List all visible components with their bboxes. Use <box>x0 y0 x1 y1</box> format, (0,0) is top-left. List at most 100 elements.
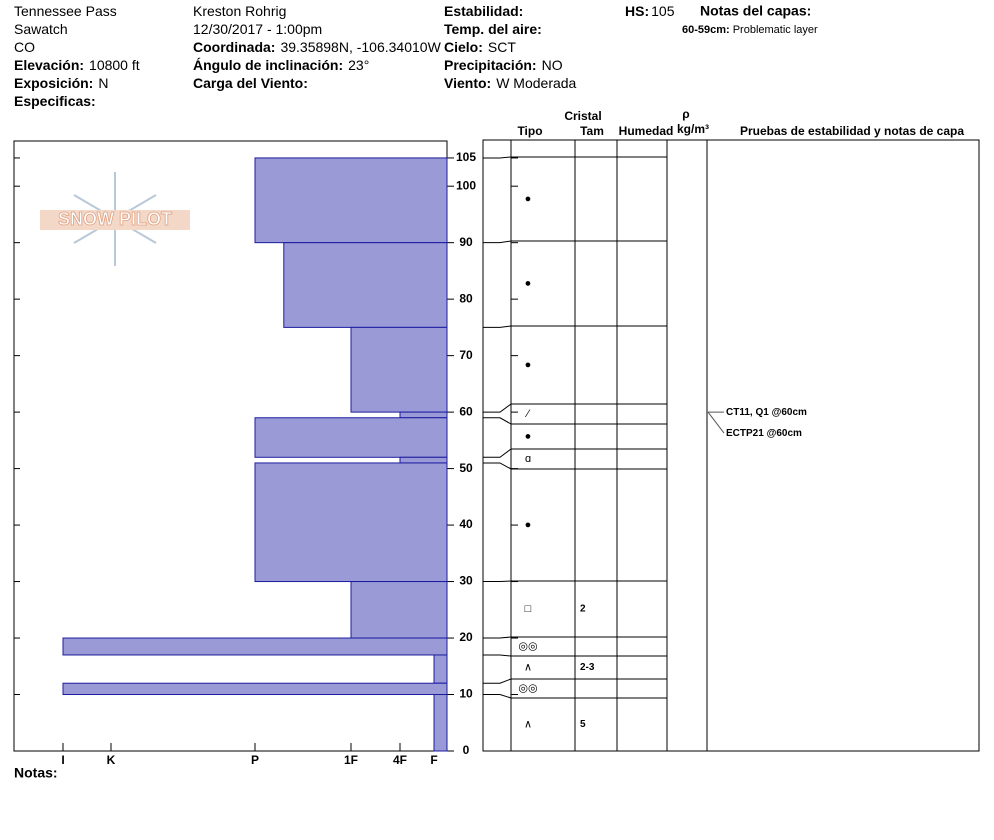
field-value: CO <box>14 39 35 55</box>
table-header: Humedad <box>619 124 674 138</box>
y-tick-label: 0 <box>463 743 470 757</box>
grain-type: □ <box>525 603 532 615</box>
field-value: 10800 ft <box>89 57 140 73</box>
field: HS: 105 <box>625 3 675 19</box>
grain-type: ◎◎ <box>518 640 537 652</box>
field: Precipitación: NO <box>444 57 563 73</box>
grain-type: ● <box>525 359 532 371</box>
x-tick-label: F <box>430 753 437 767</box>
field-value: 105 <box>651 3 675 19</box>
field-value: N <box>98 75 108 91</box>
table-header: Tam <box>580 124 604 138</box>
grain-type: ● <box>525 430 532 442</box>
layer-connector <box>483 325 512 328</box>
field-value: Problematic layer <box>733 24 818 36</box>
hardness-bar <box>399 456 448 464</box>
hardness-bar <box>254 462 448 583</box>
x-tick-label: 1F <box>344 753 358 767</box>
layer-connector <box>483 403 512 413</box>
field-value: 39.35898N, -106.34010W <box>280 39 441 55</box>
x-tick-label: I <box>61 753 64 767</box>
hardness-bar <box>350 326 448 413</box>
layer-connector <box>483 678 512 684</box>
field: Cielo: SCT <box>444 39 516 55</box>
y-tick-label: 105 <box>456 150 476 164</box>
field-value: Sawatch <box>14 21 68 37</box>
hardness-bar <box>350 581 448 639</box>
table-header: Cristal <box>564 109 601 123</box>
layer-notes-title: Notas del capas: <box>700 3 811 19</box>
field: Exposición: N <box>14 75 108 91</box>
field: Sawatch <box>14 21 68 37</box>
field-value: Kreston Rohrig <box>193 3 286 19</box>
field-value: SCT <box>488 39 516 55</box>
field-label: 60-59cm: <box>682 24 730 36</box>
field-value: Tennessee Pass <box>14 3 117 19</box>
grain-type: ● <box>525 277 532 289</box>
hardness-bar <box>254 417 448 458</box>
test-label: ECTP21 @60cm <box>726 428 802 439</box>
layer-connector <box>483 240 512 244</box>
grain-type: ∧ <box>524 718 532 730</box>
field: 60-59cm: Problematic layer <box>682 24 818 36</box>
field: Estabilidad: <box>444 3 523 19</box>
layer-connector <box>483 654 512 657</box>
field: Ángulo de inclinación: 23° <box>193 57 369 73</box>
field-label: Especificas: <box>14 93 96 109</box>
hardness-bar <box>399 411 448 419</box>
field-label: Precipitación: <box>444 57 537 73</box>
grain-size: 2 <box>580 604 586 615</box>
field-value: 23° <box>348 57 369 73</box>
y-tick-label: 10 <box>459 687 473 701</box>
y-tick-label: 30 <box>459 574 473 588</box>
layer-connector <box>483 694 512 699</box>
test-arrow <box>707 411 725 434</box>
field-label: Exposición: <box>14 75 93 91</box>
y-tick-label: 60 <box>459 404 473 418</box>
grain-type: ◎◎ <box>518 682 537 694</box>
hardness-bar <box>433 694 448 752</box>
grain-type: ● <box>525 519 532 531</box>
layer-connector <box>483 580 512 583</box>
layer-connector <box>483 156 512 159</box>
field-label: HS: <box>625 3 649 19</box>
y-tick-label: 50 <box>459 461 473 475</box>
table-header: Tipo <box>517 124 542 138</box>
field-value: 12/30/2017 - 1:00pm <box>193 21 322 37</box>
table-header: Pruebas de estabilidad y notas de capa <box>740 124 964 138</box>
hardness-bar <box>62 682 448 696</box>
field-label: Estabilidad: <box>444 3 523 19</box>
table-header: kg/m³ <box>677 122 709 136</box>
field: 12/30/2017 - 1:00pm <box>193 21 322 37</box>
hardness-bar <box>62 637 448 656</box>
y-tick-label: 80 <box>459 291 473 305</box>
field-value: NO <box>542 57 563 73</box>
field-label: Temp. del aire: <box>444 21 542 37</box>
x-tick-label: K <box>107 753 116 767</box>
field-value: W Moderada <box>496 75 576 91</box>
layer-connector <box>483 448 512 458</box>
table-frame <box>482 139 980 752</box>
y-tick-label: 90 <box>459 235 473 249</box>
field: Temp. del aire: <box>444 21 542 37</box>
grain-type: ● <box>525 193 532 205</box>
grain-type: ɑ <box>525 453 531 465</box>
table-header: ρ <box>682 107 689 121</box>
test-label: CT11, Q1 @60cm <box>726 407 807 418</box>
field: Especificas: <box>14 93 96 109</box>
layer-connector <box>483 462 512 470</box>
field-label: Coordinada: <box>193 39 275 55</box>
field: Kreston Rohrig <box>193 3 286 19</box>
field: CO <box>14 39 35 55</box>
field-label: Cielo: <box>444 39 483 55</box>
y-tick-label: 100 <box>456 178 476 192</box>
field-label: Carga del Viento: <box>193 75 308 91</box>
x-tick-label: P <box>251 753 259 767</box>
field: Elevación: 10800 ft <box>14 57 140 73</box>
y-tick-label: 20 <box>459 630 473 644</box>
hardness-bar <box>254 157 448 244</box>
field-label: Ángulo de inclinación: <box>193 57 343 73</box>
field: Carga del Viento: <box>193 75 308 91</box>
logo-text: SNOW PILOT <box>58 209 172 229</box>
